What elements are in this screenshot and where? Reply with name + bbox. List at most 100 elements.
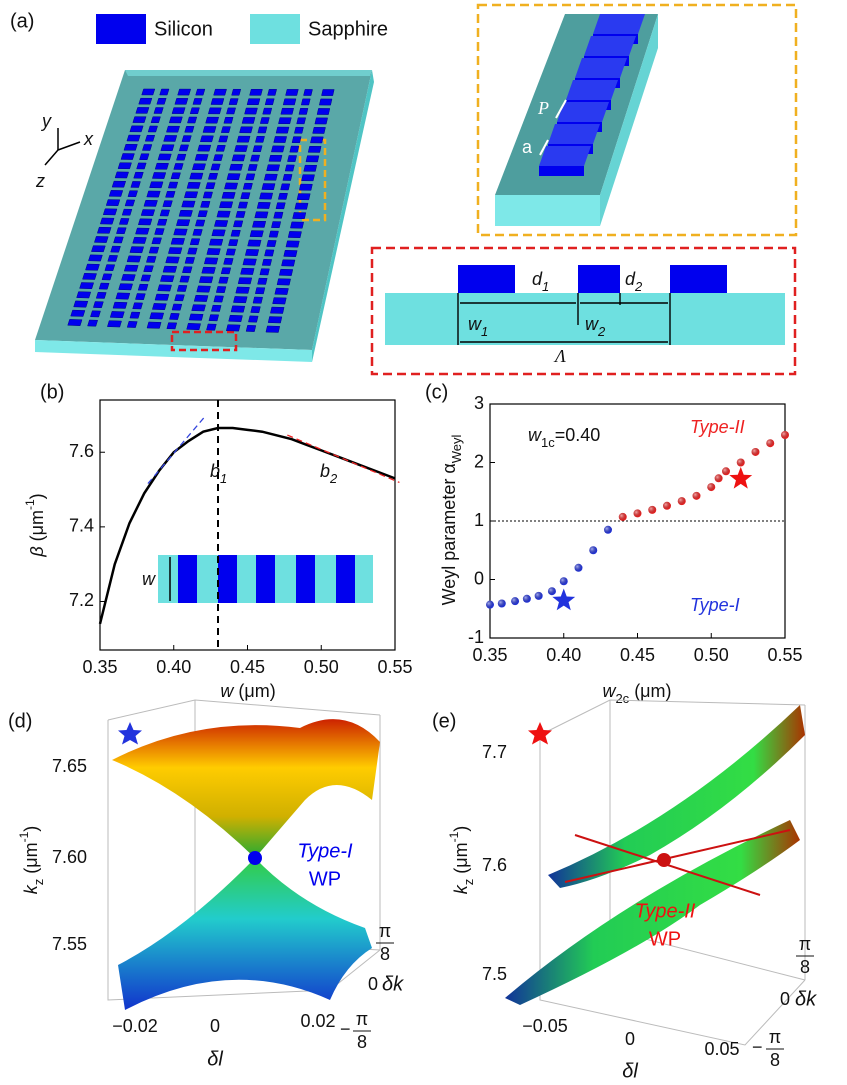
block — [149, 312, 165, 320]
annotation: Type-I — [690, 595, 740, 615]
block — [298, 183, 313, 191]
block — [250, 306, 261, 314]
block — [166, 322, 178, 330]
y-tick-label: 7.4 — [69, 516, 94, 536]
block — [129, 246, 145, 254]
block — [176, 285, 188, 292]
panel-label: (c) — [425, 381, 448, 403]
legend-label: Silicon — [154, 18, 213, 40]
block — [123, 264, 139, 272]
block — [261, 258, 273, 266]
x-tick-label: 0.45 — [620, 645, 655, 665]
inset-label: w — [142, 569, 156, 589]
block-array — [67, 88, 335, 333]
block — [184, 126, 195, 133]
y-axis-label: Weyl parameter αWeyl — [439, 435, 464, 606]
block — [205, 116, 220, 124]
block — [135, 227, 150, 235]
block — [174, 294, 185, 302]
block — [87, 319, 99, 327]
block — [218, 276, 229, 284]
block — [254, 287, 266, 295]
z-tick-label: 7.5 — [482, 964, 507, 984]
block — [107, 320, 122, 328]
block — [220, 267, 232, 275]
block — [249, 89, 263, 96]
y-tick-label: π — [799, 934, 811, 954]
point-shine — [692, 491, 701, 500]
block — [218, 135, 229, 143]
block — [284, 164, 295, 172]
block — [85, 263, 100, 271]
plot-frame — [99, 399, 396, 651]
block — [247, 239, 262, 247]
block — [178, 144, 189, 152]
block — [102, 208, 118, 216]
block — [228, 314, 243, 322]
block — [138, 97, 153, 105]
block — [139, 153, 150, 161]
x-axis-label: δl — [207, 1048, 223, 1070]
point-shine — [604, 525, 612, 534]
block — [195, 88, 206, 96]
block — [266, 164, 281, 172]
block — [264, 98, 275, 106]
block — [281, 259, 296, 267]
block — [205, 182, 216, 190]
block — [136, 162, 147, 170]
y-tick-label: 8 — [357, 1032, 367, 1052]
block — [240, 192, 251, 200]
block — [92, 301, 104, 309]
x-tick-label: 0.05 — [704, 1039, 739, 1059]
block — [241, 117, 256, 124]
block — [275, 126, 290, 134]
block — [312, 127, 326, 134]
point-shine — [751, 447, 760, 456]
block — [257, 126, 268, 134]
block — [200, 201, 211, 208]
block — [192, 98, 203, 105]
point-shine — [677, 497, 686, 506]
block — [289, 145, 300, 153]
block — [98, 282, 110, 290]
block — [230, 305, 246, 313]
block — [283, 250, 298, 257]
point-shine — [722, 467, 730, 476]
point-shine — [707, 483, 716, 492]
x-axis-label: w (μm) — [220, 681, 275, 701]
x-tick-label: 0.55 — [767, 645, 802, 665]
block — [149, 181, 164, 189]
block — [216, 210, 231, 218]
block — [126, 321, 138, 328]
block — [141, 88, 156, 96]
block — [157, 284, 172, 292]
z-tick-label: 7.6 — [482, 855, 507, 875]
x-axis-label: w2c (μm) — [602, 681, 671, 706]
block — [318, 98, 333, 106]
block — [154, 293, 170, 301]
point-shine — [663, 501, 671, 510]
axis-letter: x — [83, 129, 94, 149]
block — [231, 88, 242, 96]
inset-label: a — [522, 137, 533, 157]
block — [168, 247, 183, 255]
block — [307, 145, 322, 153]
block — [566, 80, 618, 100]
block — [90, 310, 101, 318]
x-tick-label: 0 — [625, 1029, 635, 1049]
y-tick-label: 8 — [770, 1050, 780, 1070]
point-shine — [781, 431, 789, 440]
block — [278, 117, 292, 125]
highlight-star — [552, 588, 576, 611]
point-shine — [633, 509, 642, 518]
point-shine — [736, 458, 745, 467]
point-shine — [547, 587, 556, 596]
block — [303, 89, 313, 96]
block — [170, 237, 185, 245]
block — [263, 173, 278, 181]
block — [267, 316, 283, 324]
block — [233, 220, 244, 228]
block — [221, 191, 236, 199]
block — [208, 314, 220, 322]
